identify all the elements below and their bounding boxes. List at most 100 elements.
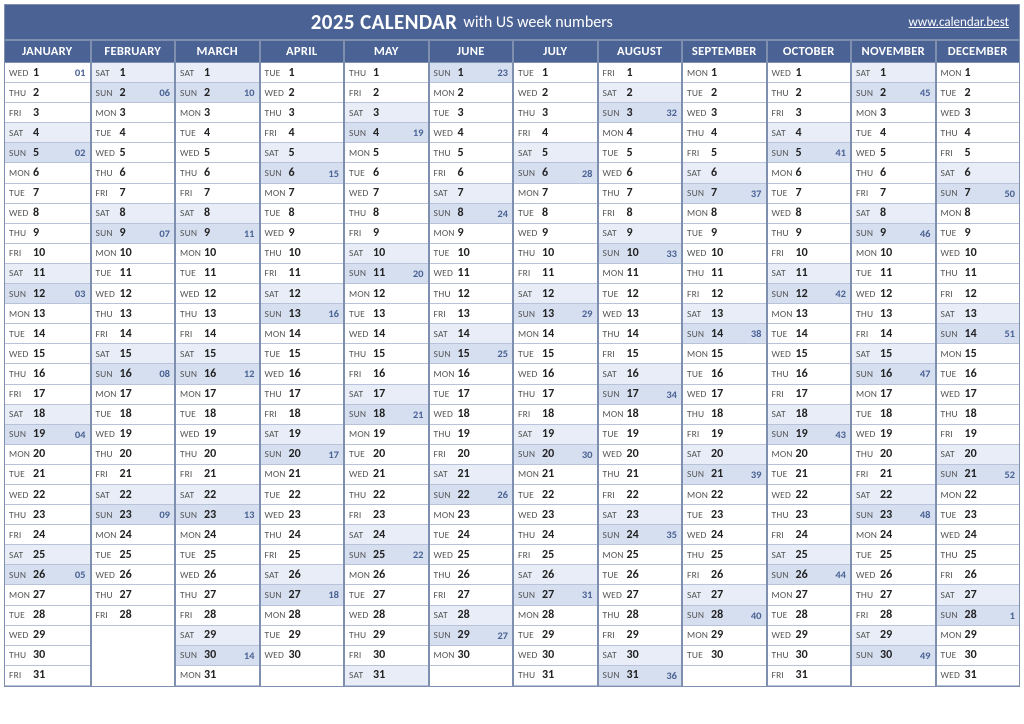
day-cell: THU21: [599, 465, 682, 485]
day-of-week-label: SUN: [265, 167, 289, 179]
day-cell: SUN2030: [514, 445, 597, 465]
day-cell: MON7: [514, 184, 597, 204]
day-of-week-label: MON: [941, 489, 965, 501]
day-of-week-label: THU: [96, 589, 120, 601]
month-header: MAY: [345, 41, 428, 63]
week-number: 22: [413, 548, 424, 561]
day-of-week-label: WED: [434, 127, 458, 139]
day-cell: SAT18: [5, 405, 90, 425]
day-number: 5: [965, 146, 983, 160]
day-number: 11: [373, 266, 391, 280]
day-of-week-label: MON: [687, 348, 711, 360]
day-of-week-label: THU: [603, 187, 627, 199]
day-of-week-label: MON: [772, 448, 796, 460]
day-cell: WED12: [176, 284, 259, 304]
day-cell: FRI21: [852, 465, 935, 485]
day-of-week-label: SUN: [941, 187, 965, 199]
day-number: 7: [204, 186, 222, 200]
week-number: 51: [1004, 327, 1015, 340]
day-cell: TUE23: [937, 505, 1020, 525]
day-of-week-label: FRI: [772, 247, 796, 259]
day-number: 1: [289, 66, 307, 80]
day-cell: SAT20: [937, 445, 1020, 465]
day-of-week-label: MON: [349, 428, 373, 440]
day-cell: WED29: [5, 626, 90, 646]
day-number: 10: [627, 246, 645, 260]
day-number: 23: [796, 508, 814, 522]
day-cell: THU20: [92, 445, 175, 465]
day-number: 4: [120, 126, 138, 140]
day-cell: SAT12: [514, 284, 597, 304]
source-link[interactable]: www.calendar.best: [909, 15, 1009, 30]
day-of-week-label: FRI: [856, 187, 880, 199]
day-cell: THU31: [514, 666, 597, 686]
day-number: 29: [33, 628, 51, 642]
day-cell: WED2: [261, 83, 344, 103]
day-number: 9: [627, 226, 645, 240]
day-number: 1: [796, 66, 814, 80]
day-of-week-label: FRI: [96, 187, 120, 199]
month-header: FEBRUARY: [92, 41, 175, 63]
day-number: 27: [373, 588, 391, 602]
day-number: 9: [289, 226, 307, 240]
day-of-week-label: WED: [518, 509, 542, 521]
week-number: 50: [1004, 187, 1015, 200]
day-number: 17: [965, 387, 983, 401]
day-cell: WED22: [5, 485, 90, 505]
day-of-week-label: MON: [180, 669, 204, 681]
day-of-week-label: SAT: [9, 267, 33, 279]
day-number: 9: [711, 226, 729, 240]
day-number: 10: [880, 246, 898, 260]
day-cell: MON3: [176, 103, 259, 123]
day-number: 31: [542, 668, 560, 682]
day-of-week-label: TUE: [434, 247, 458, 259]
day-of-week-label: SAT: [349, 247, 373, 259]
day-number: 23: [965, 508, 983, 522]
day-of-week-label: WED: [9, 348, 33, 360]
day-number: 5: [458, 146, 476, 160]
day-number: 8: [796, 206, 814, 220]
day-number: 11: [880, 266, 898, 280]
day-number: 9: [33, 226, 51, 240]
day-cell: FRI29: [599, 626, 682, 646]
day-number: 17: [458, 387, 476, 401]
day-cell: FRI3: [5, 103, 90, 123]
week-number: 28: [582, 167, 593, 180]
day-cell: SUN281: [937, 606, 1020, 626]
day-number: 4: [289, 126, 307, 140]
day-number: 7: [33, 186, 51, 200]
day-of-week-label: TUE: [856, 267, 880, 279]
day-of-week-label: SUN: [941, 468, 965, 480]
day-number: 5: [880, 146, 898, 160]
day-cell: TUE18: [176, 405, 259, 425]
day-number: 12: [711, 287, 729, 301]
blank-cell: [92, 626, 175, 646]
day-cell: WED8: [768, 204, 851, 224]
day-number: 6: [627, 166, 645, 180]
day-number: 30: [880, 648, 898, 662]
day-cell: TUE6: [345, 163, 428, 183]
day-cell: MON4: [599, 123, 682, 143]
day-number: 26: [627, 568, 645, 582]
day-cell: WED28: [345, 606, 428, 626]
day-cell: WED17: [937, 385, 1020, 405]
day-number: 26: [965, 568, 983, 582]
day-number: 21: [542, 467, 560, 481]
week-number: 49: [920, 649, 931, 662]
week-number: 10: [244, 86, 255, 99]
day-of-week-label: SAT: [434, 328, 458, 340]
day-of-week-label: SAT: [518, 147, 542, 159]
day-of-week-label: MON: [434, 368, 458, 380]
day-of-week-label: TUE: [941, 649, 965, 661]
day-cell: THU25: [683, 545, 766, 565]
day-of-week-label: SAT: [9, 549, 33, 561]
day-of-week-label: FRI: [603, 489, 627, 501]
day-of-week-label: THU: [518, 388, 542, 400]
day-cell: WED17: [683, 385, 766, 405]
day-cell: THU18: [683, 405, 766, 425]
day-cell: FRI6: [430, 163, 513, 183]
day-number: 27: [458, 588, 476, 602]
day-number: 27: [711, 588, 729, 602]
day-cell: FRI16: [345, 364, 428, 384]
day-cell: SUN1943: [768, 425, 851, 445]
